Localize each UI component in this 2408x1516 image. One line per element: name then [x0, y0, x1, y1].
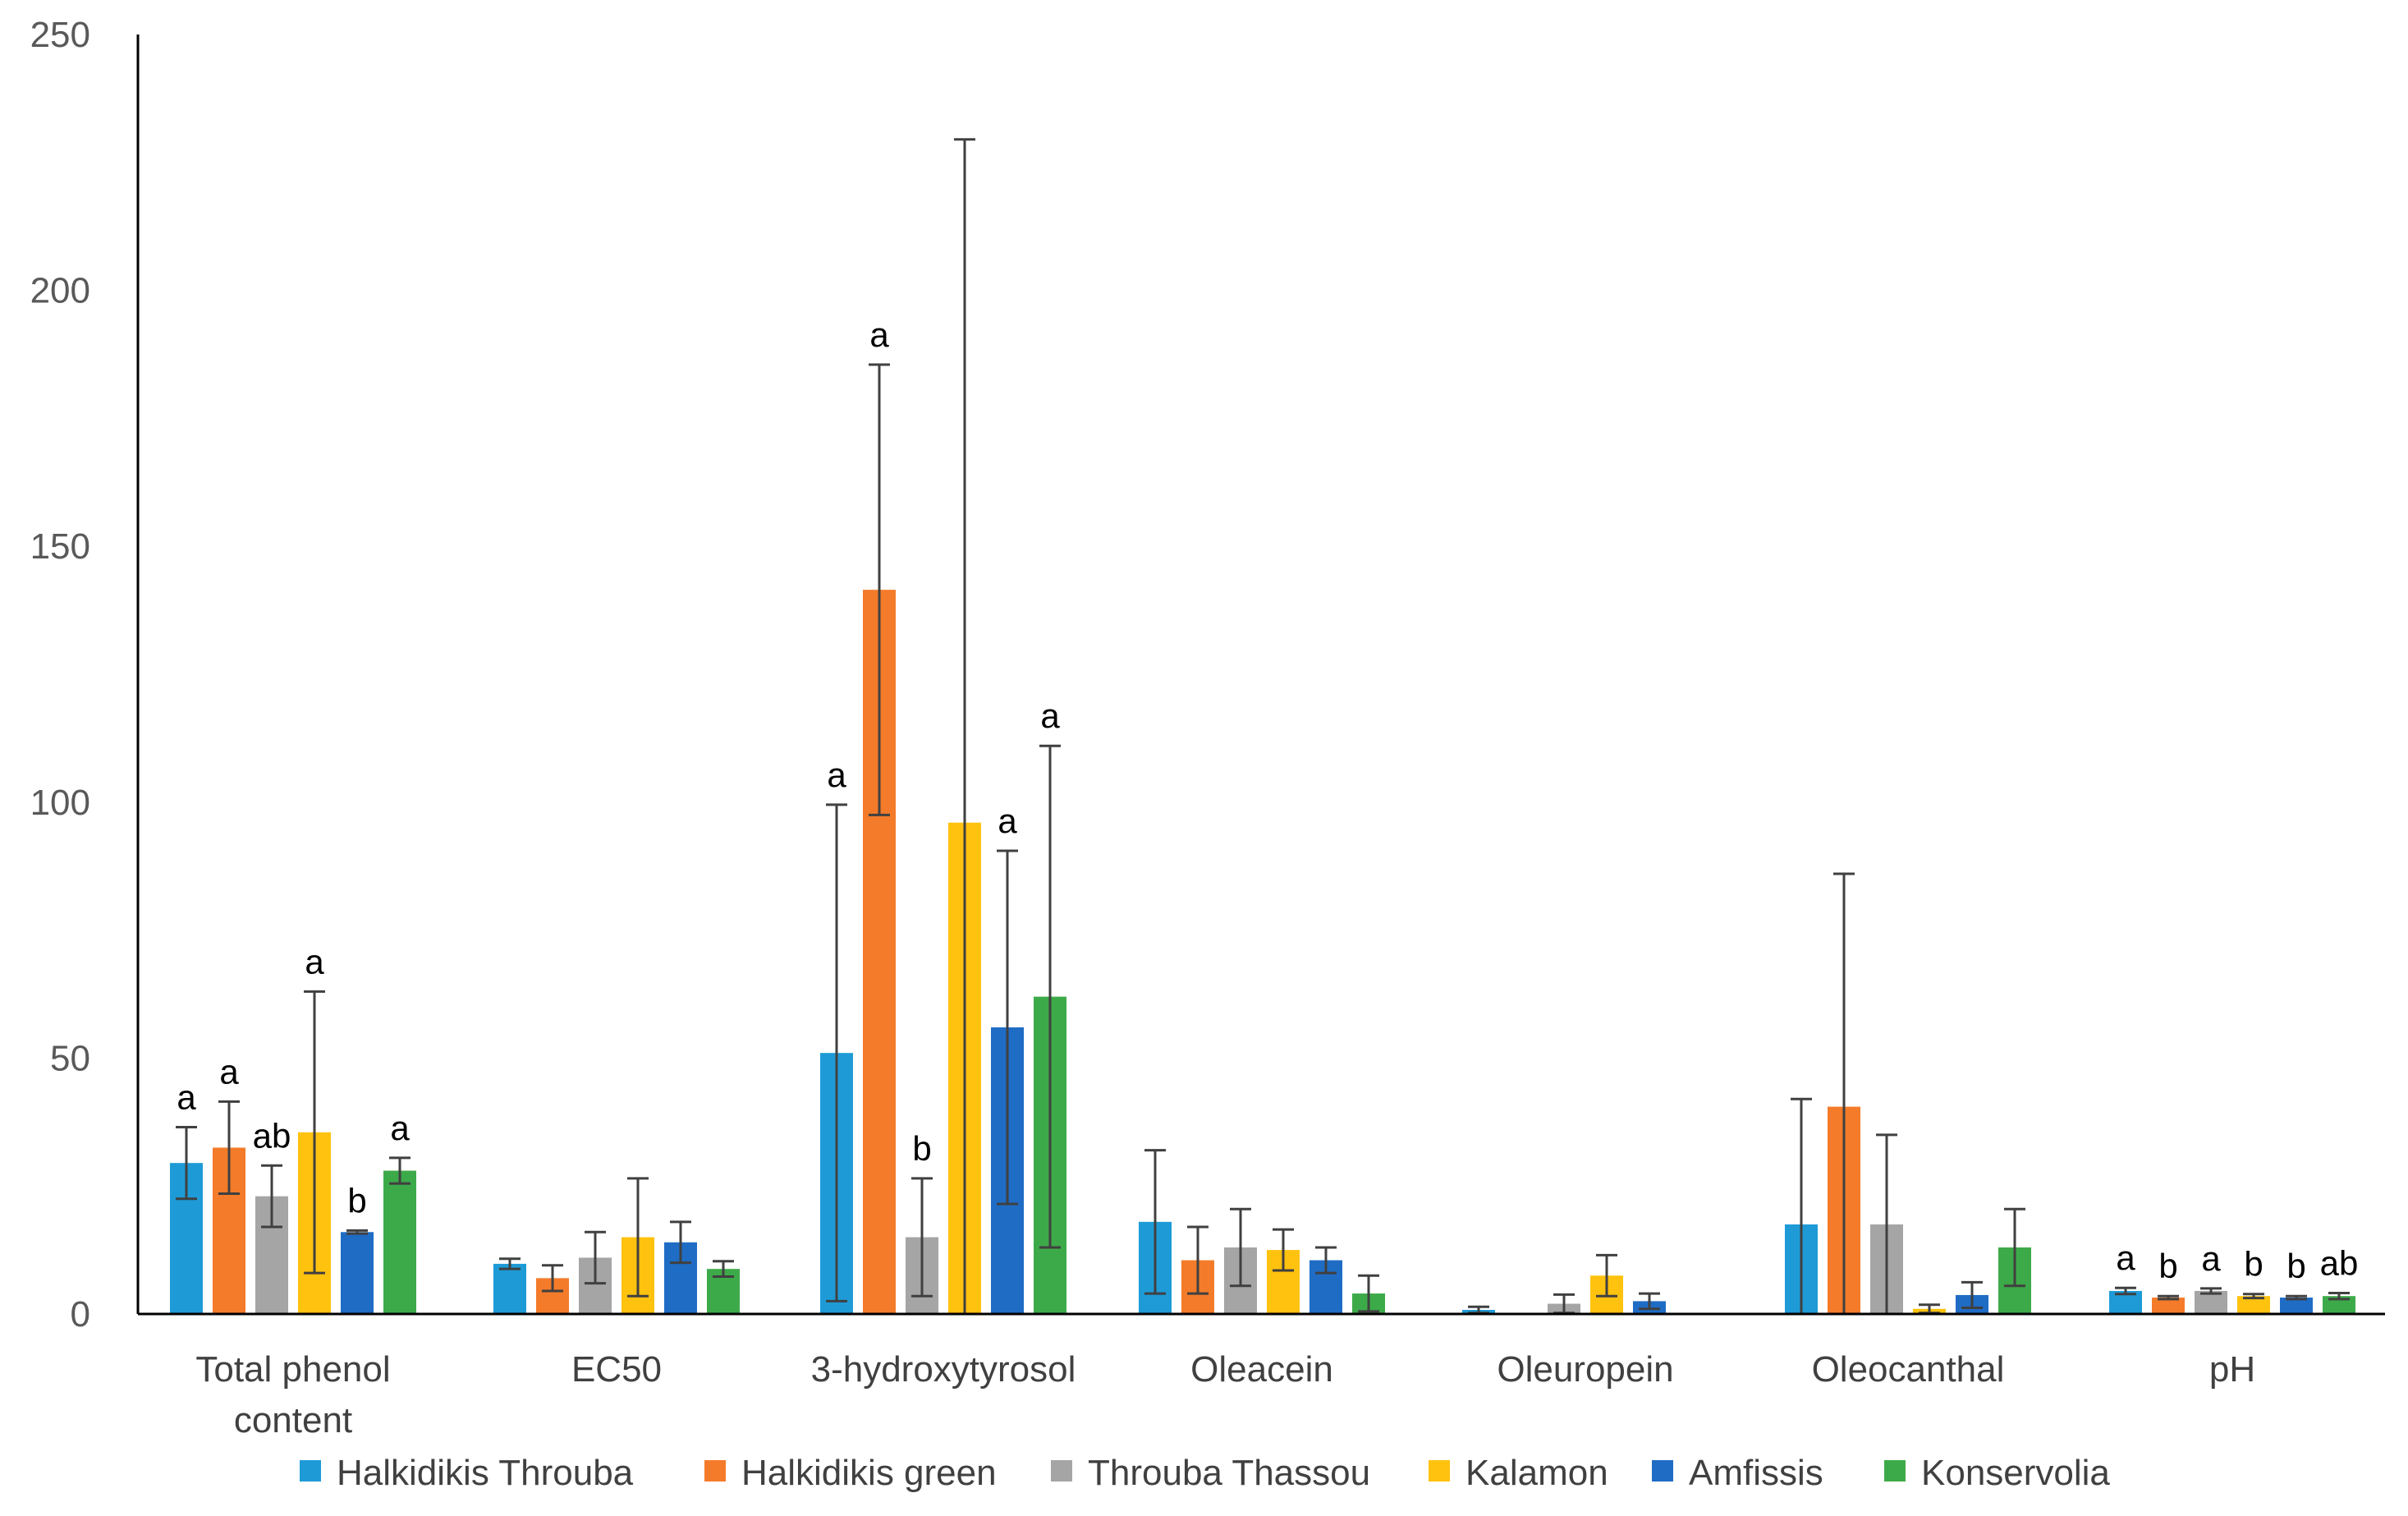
significance-letter: b: [2286, 1247, 2305, 1285]
significance-letter: a: [219, 1052, 239, 1091]
legend: Halkidikis Throuba Halkidikis green Throub…: [300, 1453, 2110, 1493]
significance-letter: a: [869, 315, 889, 354]
significance-letter: a: [2116, 1238, 2135, 1277]
legend-swatch: [1884, 1460, 1906, 1482]
error-bar: [346, 1229, 368, 1235]
error-bar: [1187, 1225, 1209, 1295]
error-bar: [1961, 1280, 1983, 1310]
y-tick-label: 50: [50, 1038, 90, 1078]
error-bar: [2200, 1287, 2222, 1295]
bar: [341, 1232, 374, 1314]
error-bar: [389, 1156, 411, 1185]
error-bar: [826, 803, 847, 1302]
significance-letter: b: [912, 1129, 931, 1168]
x-tick-label: EC50: [571, 1349, 662, 1390]
error-bar: [1230, 1207, 1251, 1288]
error-bar: [1144, 1149, 1166, 1295]
significance-letter: ab: [2320, 1243, 2359, 1282]
error-bar: [713, 1260, 734, 1279]
error-bar: [1315, 1246, 1337, 1275]
significance-letter: b: [2158, 1247, 2177, 1285]
legend-swatch: [704, 1460, 726, 1482]
legend-item: Throuba Thassou: [1051, 1453, 1370, 1493]
x-tick-label: 3-hydroxytyrosol: [811, 1349, 1076, 1390]
legend-label: Kalamon: [1465, 1453, 1608, 1493]
legend-label: Halkidikis green: [741, 1453, 997, 1493]
significance-letter: a: [998, 802, 1017, 840]
x-tick-label: Oleocanthal: [1812, 1349, 2005, 1390]
bar: [2152, 1298, 2185, 1314]
significance-letter: a: [2201, 1239, 2221, 1278]
significance-letter: a: [390, 1109, 410, 1147]
significance-letter: b: [347, 1181, 366, 1220]
y-tick-label: 100: [30, 783, 90, 823]
error-bar: [261, 1164, 282, 1229]
x-tick-label: Total phenol: [195, 1349, 390, 1390]
legend-swatch: [300, 1460, 321, 1482]
bar: [2280, 1298, 2313, 1314]
legend-item: Kalamon: [1429, 1453, 1608, 1493]
y-tick-label: 200: [30, 271, 90, 311]
error-bar: [2004, 1207, 2025, 1288]
legend-item: Konservolia: [1884, 1453, 2110, 1493]
error-bar: [1039, 744, 1061, 1249]
bar: [2237, 1296, 2270, 1314]
x-tick-label: Oleacein: [1190, 1349, 1333, 1390]
error-bar: [2243, 1293, 2264, 1300]
significance-letter: b: [2244, 1245, 2263, 1284]
bar: [2195, 1290, 2227, 1314]
error-bar: [1596, 1253, 1617, 1298]
significance-letter: ab: [253, 1116, 291, 1155]
x-tick-label: content: [234, 1400, 352, 1440]
y-tick-label: 0: [71, 1294, 90, 1335]
bar: [383, 1170, 416, 1314]
legend-item: Amfissis: [1652, 1453, 1823, 1493]
legend-label: Halkidikis Throuba: [337, 1453, 634, 1493]
legend-label: Konservolia: [1921, 1453, 2110, 1493]
error-bar: [2158, 1294, 2179, 1301]
bar: [493, 1263, 526, 1314]
error-bar: [911, 1177, 933, 1298]
error-bar: [542, 1264, 563, 1293]
bar: [2323, 1296, 2355, 1314]
error-bar: [304, 990, 325, 1275]
error-bar: [670, 1220, 691, 1265]
x-axis: Total phenol content EC50 3-hydroxytyrosol O…: [138, 1312, 2385, 1440]
bars: [170, 590, 2355, 1314]
legend-item: Halkidikis green: [704, 1453, 997, 1493]
error-bar: [1273, 1228, 1294, 1272]
error-bar: [1358, 1274, 1379, 1313]
legend-item: Halkidikis Throuba: [300, 1453, 634, 1493]
legend-label: Throuba Thassou: [1088, 1453, 1370, 1493]
error-bar: [627, 1177, 649, 1298]
error-bar: [218, 1100, 240, 1196]
y-axis: 0 50 100 150 200 250: [30, 15, 140, 1335]
significance-letter: a: [305, 942, 324, 981]
y-tick-label: 250: [30, 15, 90, 55]
legend-swatch: [1429, 1460, 1450, 1482]
x-tick-label: Oleuropein: [1497, 1349, 1673, 1390]
error-bar: [499, 1257, 521, 1270]
x-tick-label: pH: [2209, 1349, 2255, 1390]
legend-label: Amfissis: [1689, 1453, 1823, 1493]
error-bars: [176, 138, 2350, 1316]
error-bar: [869, 363, 890, 816]
significance-letter: a: [177, 1078, 196, 1117]
legend-swatch: [1652, 1460, 1673, 1482]
error-bar: [176, 1126, 197, 1201]
legend-swatch: [1051, 1460, 1072, 1482]
error-bar: [1639, 1292, 1660, 1311]
significance-letter: a: [827, 756, 846, 794]
error-bar: [585, 1230, 606, 1285]
error-bar: [997, 849, 1018, 1206]
error-bar: [2286, 1294, 2307, 1301]
y-tick-label: 150: [30, 526, 90, 567]
significance-letter: a: [1040, 696, 1060, 735]
error-bar: [2115, 1286, 2136, 1296]
error-bar: [2328, 1291, 2350, 1301]
